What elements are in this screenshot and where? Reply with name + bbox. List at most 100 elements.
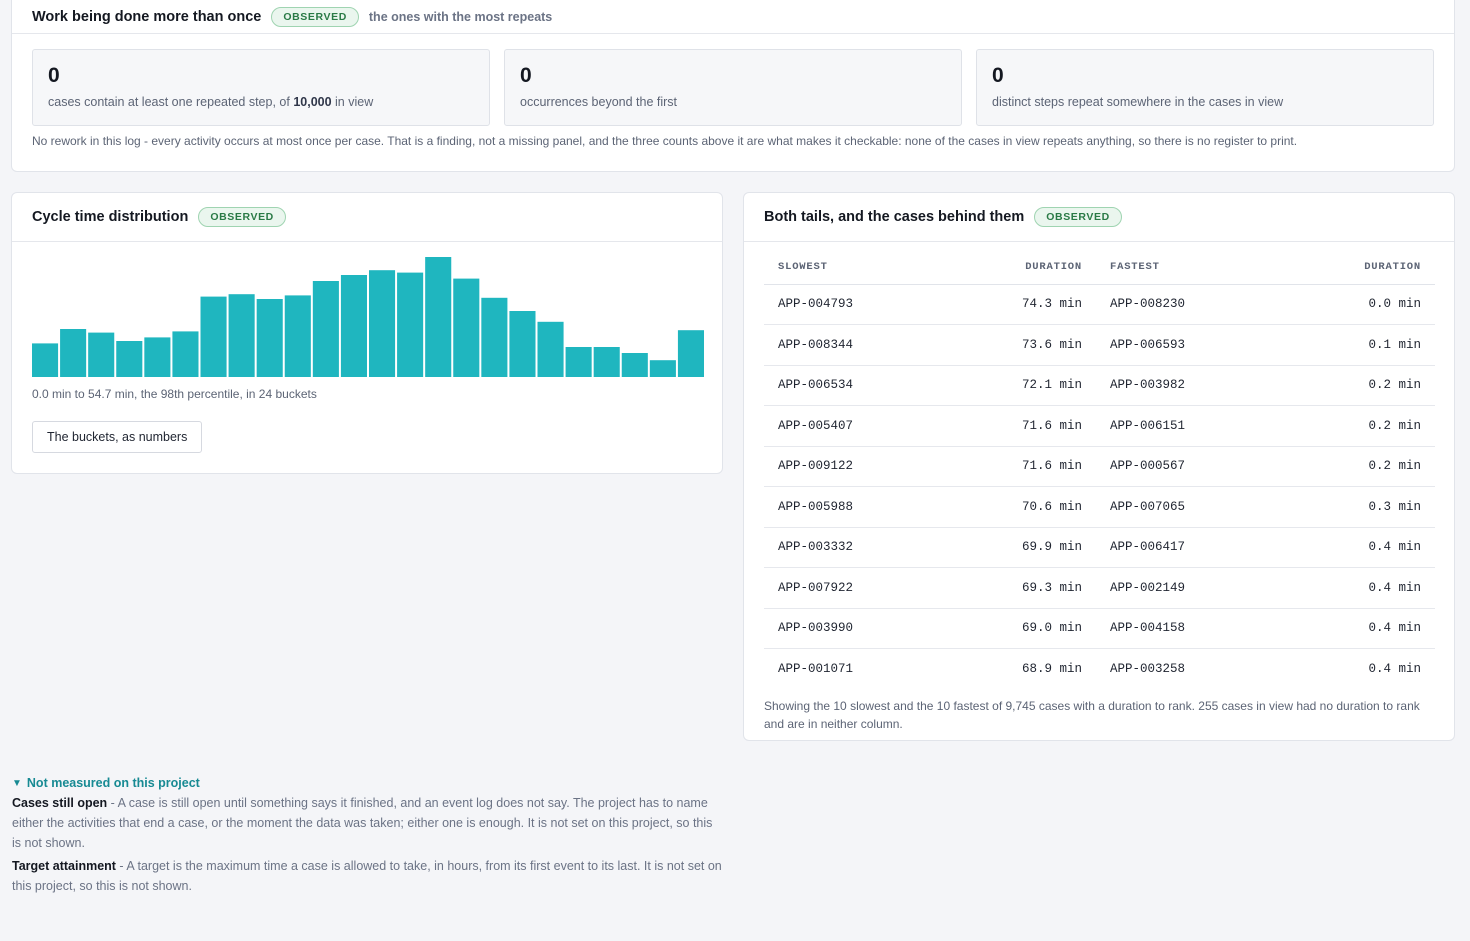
histogram-bar [397, 272, 424, 377]
stat-label: cases contain at least one repeated step… [48, 95, 374, 109]
fastest-duration: 0.2 min [1296, 446, 1435, 487]
histogram-bar [256, 299, 283, 377]
triangle-down-icon: ▼ [12, 777, 22, 789]
tails-note: Showing the 10 slowest and the 10 fastes… [764, 699, 1420, 731]
stat-label: occurrences beyond the first [520, 95, 678, 109]
observed-badge: OBSERVED [198, 207, 286, 227]
histogram-bar [621, 353, 648, 377]
histogram-bar [200, 296, 227, 377]
slowest-duration: 69.0 min [960, 608, 1086, 649]
column-header-duration: DURATION [960, 251, 1086, 285]
table-row: APP-005407 71.6 min APP-006151 0.2 min [764, 405, 1435, 447]
fastest-duration: 0.0 min [1296, 284, 1435, 325]
fastest-case-id: APP-008230 [1086, 284, 1296, 325]
not-measured-heading: Not measured on this project [26, 776, 200, 790]
rework-subtitle: the ones with the most repeats [368, 9, 553, 24]
histogram-bar [284, 295, 311, 377]
slowest-case-id: APP-006534 [764, 365, 960, 406]
column-header-slowest: SLOWEST [764, 251, 960, 285]
tails-header: Both tails, and the cases behind them OB… [744, 193, 1454, 242]
stat-label: distinct steps repeat somewhere in the c… [992, 95, 1284, 109]
fastest-duration: 0.4 min [1368, 662, 1421, 676]
column-header-duration: DURATION [1296, 251, 1435, 285]
slowest-duration: 72.1 min [960, 365, 1086, 406]
histogram-bar [453, 278, 480, 377]
slowest-case-id: APP-005988 [764, 486, 960, 528]
stat-card-distinct-steps: 0 distinct steps repeat somewhere in the… [976, 49, 1434, 126]
cycle-time-histogram [32, 257, 704, 377]
histogram-bar [144, 337, 171, 377]
fastest-duration: 0.2 min [1296, 365, 1435, 406]
fastest-case-id: APP-000567 [1086, 446, 1296, 487]
column-header-fastest: FASTEST [1086, 251, 1296, 285]
slowest-case-id: APP-005407 [764, 405, 960, 447]
not-measured-toggle[interactable]: ▼ Not measured on this project [12, 776, 722, 790]
observed-badge: OBSERVED [271, 6, 359, 27]
rework-header: Work being done more than once OBSERVED … [12, 0, 1454, 34]
observed-badge: OBSERVED [1034, 207, 1122, 227]
rework-stats: 0 cases contain at least one repeated st… [12, 34, 1454, 126]
table-row: APP-009122 71.6 min APP-000567 0.2 min [764, 446, 1435, 487]
table-row: APP-005988 70.6 min APP-007065 0.3 min [764, 486, 1435, 528]
histogram-bar [60, 329, 87, 377]
stat-value: 0 [48, 64, 60, 87]
stat-value: 0 [520, 64, 532, 87]
fastest-duration: 0.2 min [1296, 405, 1435, 447]
histogram-bar [32, 343, 59, 377]
slowest-duration: 74.3 min [960, 284, 1086, 325]
histogram-caption: 0.0 min to 54.7 min, the 98th percentile… [32, 387, 317, 401]
slowest-case-id: APP-004793 [764, 284, 960, 325]
stat-card-repeated-cases: 0 cases contain at least one repeated st… [32, 49, 490, 126]
rework-title: Work being done more than once [32, 8, 262, 25]
slowest-case-id: APP-001071 [778, 662, 854, 676]
slowest-duration: 69.9 min [960, 527, 1086, 568]
slowest-duration: 70.6 min [960, 486, 1086, 528]
slowest-duration: 73.6 min [960, 324, 1086, 366]
fastest-duration: 0.1 min [1296, 324, 1435, 366]
fastest-case-id: APP-006417 [1086, 527, 1296, 568]
table-row: APP-003990 69.0 min APP-004158 0.4 min [764, 608, 1435, 649]
histogram-bar [481, 297, 508, 377]
slowest-case-id: APP-003990 [764, 608, 960, 649]
histogram-bar [649, 360, 676, 377]
rework-panel: Work being done more than once OBSERVED … [11, 0, 1455, 172]
fastest-case-id: APP-004158 [1086, 608, 1296, 649]
histogram-bar [312, 281, 339, 377]
rework-note: No rework in this log - every activity o… [32, 134, 1298, 148]
fastest-case-id: APP-006593 [1086, 324, 1296, 366]
buckets-as-numbers-button[interactable]: The buckets, as numbers [32, 421, 203, 453]
histogram-bar [340, 275, 367, 377]
slowest-duration: 71.6 min [960, 405, 1086, 447]
histogram-bar [116, 341, 143, 377]
fastest-duration: 0.4 min [1296, 527, 1435, 568]
cycle-time-title: Cycle time distribution [32, 209, 189, 225]
cycle-time-panel: Cycle time distribution OBSERVED 0.0 min… [11, 192, 723, 474]
slowest-case-id: APP-009122 [764, 446, 960, 487]
stat-card-extra-occurrences: 0 occurrences beyond the first [504, 49, 962, 126]
fastest-duration: 0.4 min [1296, 567, 1435, 609]
table-header-row: SLOWEST DURATION FASTEST DURATION [764, 251, 1435, 285]
stat-value: 0 [992, 64, 1004, 87]
histogram-bar [425, 257, 452, 377]
histogram-bar [369, 270, 396, 377]
histogram-bar [172, 331, 199, 377]
tails-table: SLOWEST DURATION FASTEST DURATION APP-00… [764, 251, 1435, 689]
table-row: APP-003332 69.9 min APP-006417 0.4 min [764, 527, 1435, 568]
table-row: APP-001071 68.9 min APP-003258 0.4 min [764, 649, 1435, 690]
fastest-duration: 0.4 min [1296, 608, 1435, 649]
fastest-case-id: APP-003982 [1086, 365, 1296, 406]
not-measured-section: ▼ Not measured on this project Cases sti… [12, 776, 722, 896]
slowest-duration: 71.6 min [960, 446, 1086, 487]
fastest-case-id: APP-006151 [1086, 405, 1296, 447]
tails-panel: Both tails, and the cases behind them OB… [743, 192, 1455, 741]
fastest-case-id: APP-003258 [1110, 662, 1186, 676]
slowest-case-id: APP-003332 [764, 527, 960, 568]
tails-title: Both tails, and the cases behind them [764, 209, 1025, 225]
histogram-bar [509, 311, 536, 377]
slowest-case-id: APP-008344 [764, 324, 960, 366]
table-row: APP-007922 69.3 min APP-002149 0.4 min [764, 567, 1435, 609]
histogram-bar [593, 347, 620, 377]
fastest-case-id: APP-002149 [1086, 567, 1296, 609]
histogram-bar [677, 330, 704, 377]
not-measured-item: Target attainment - A target is the maxi… [12, 859, 722, 893]
